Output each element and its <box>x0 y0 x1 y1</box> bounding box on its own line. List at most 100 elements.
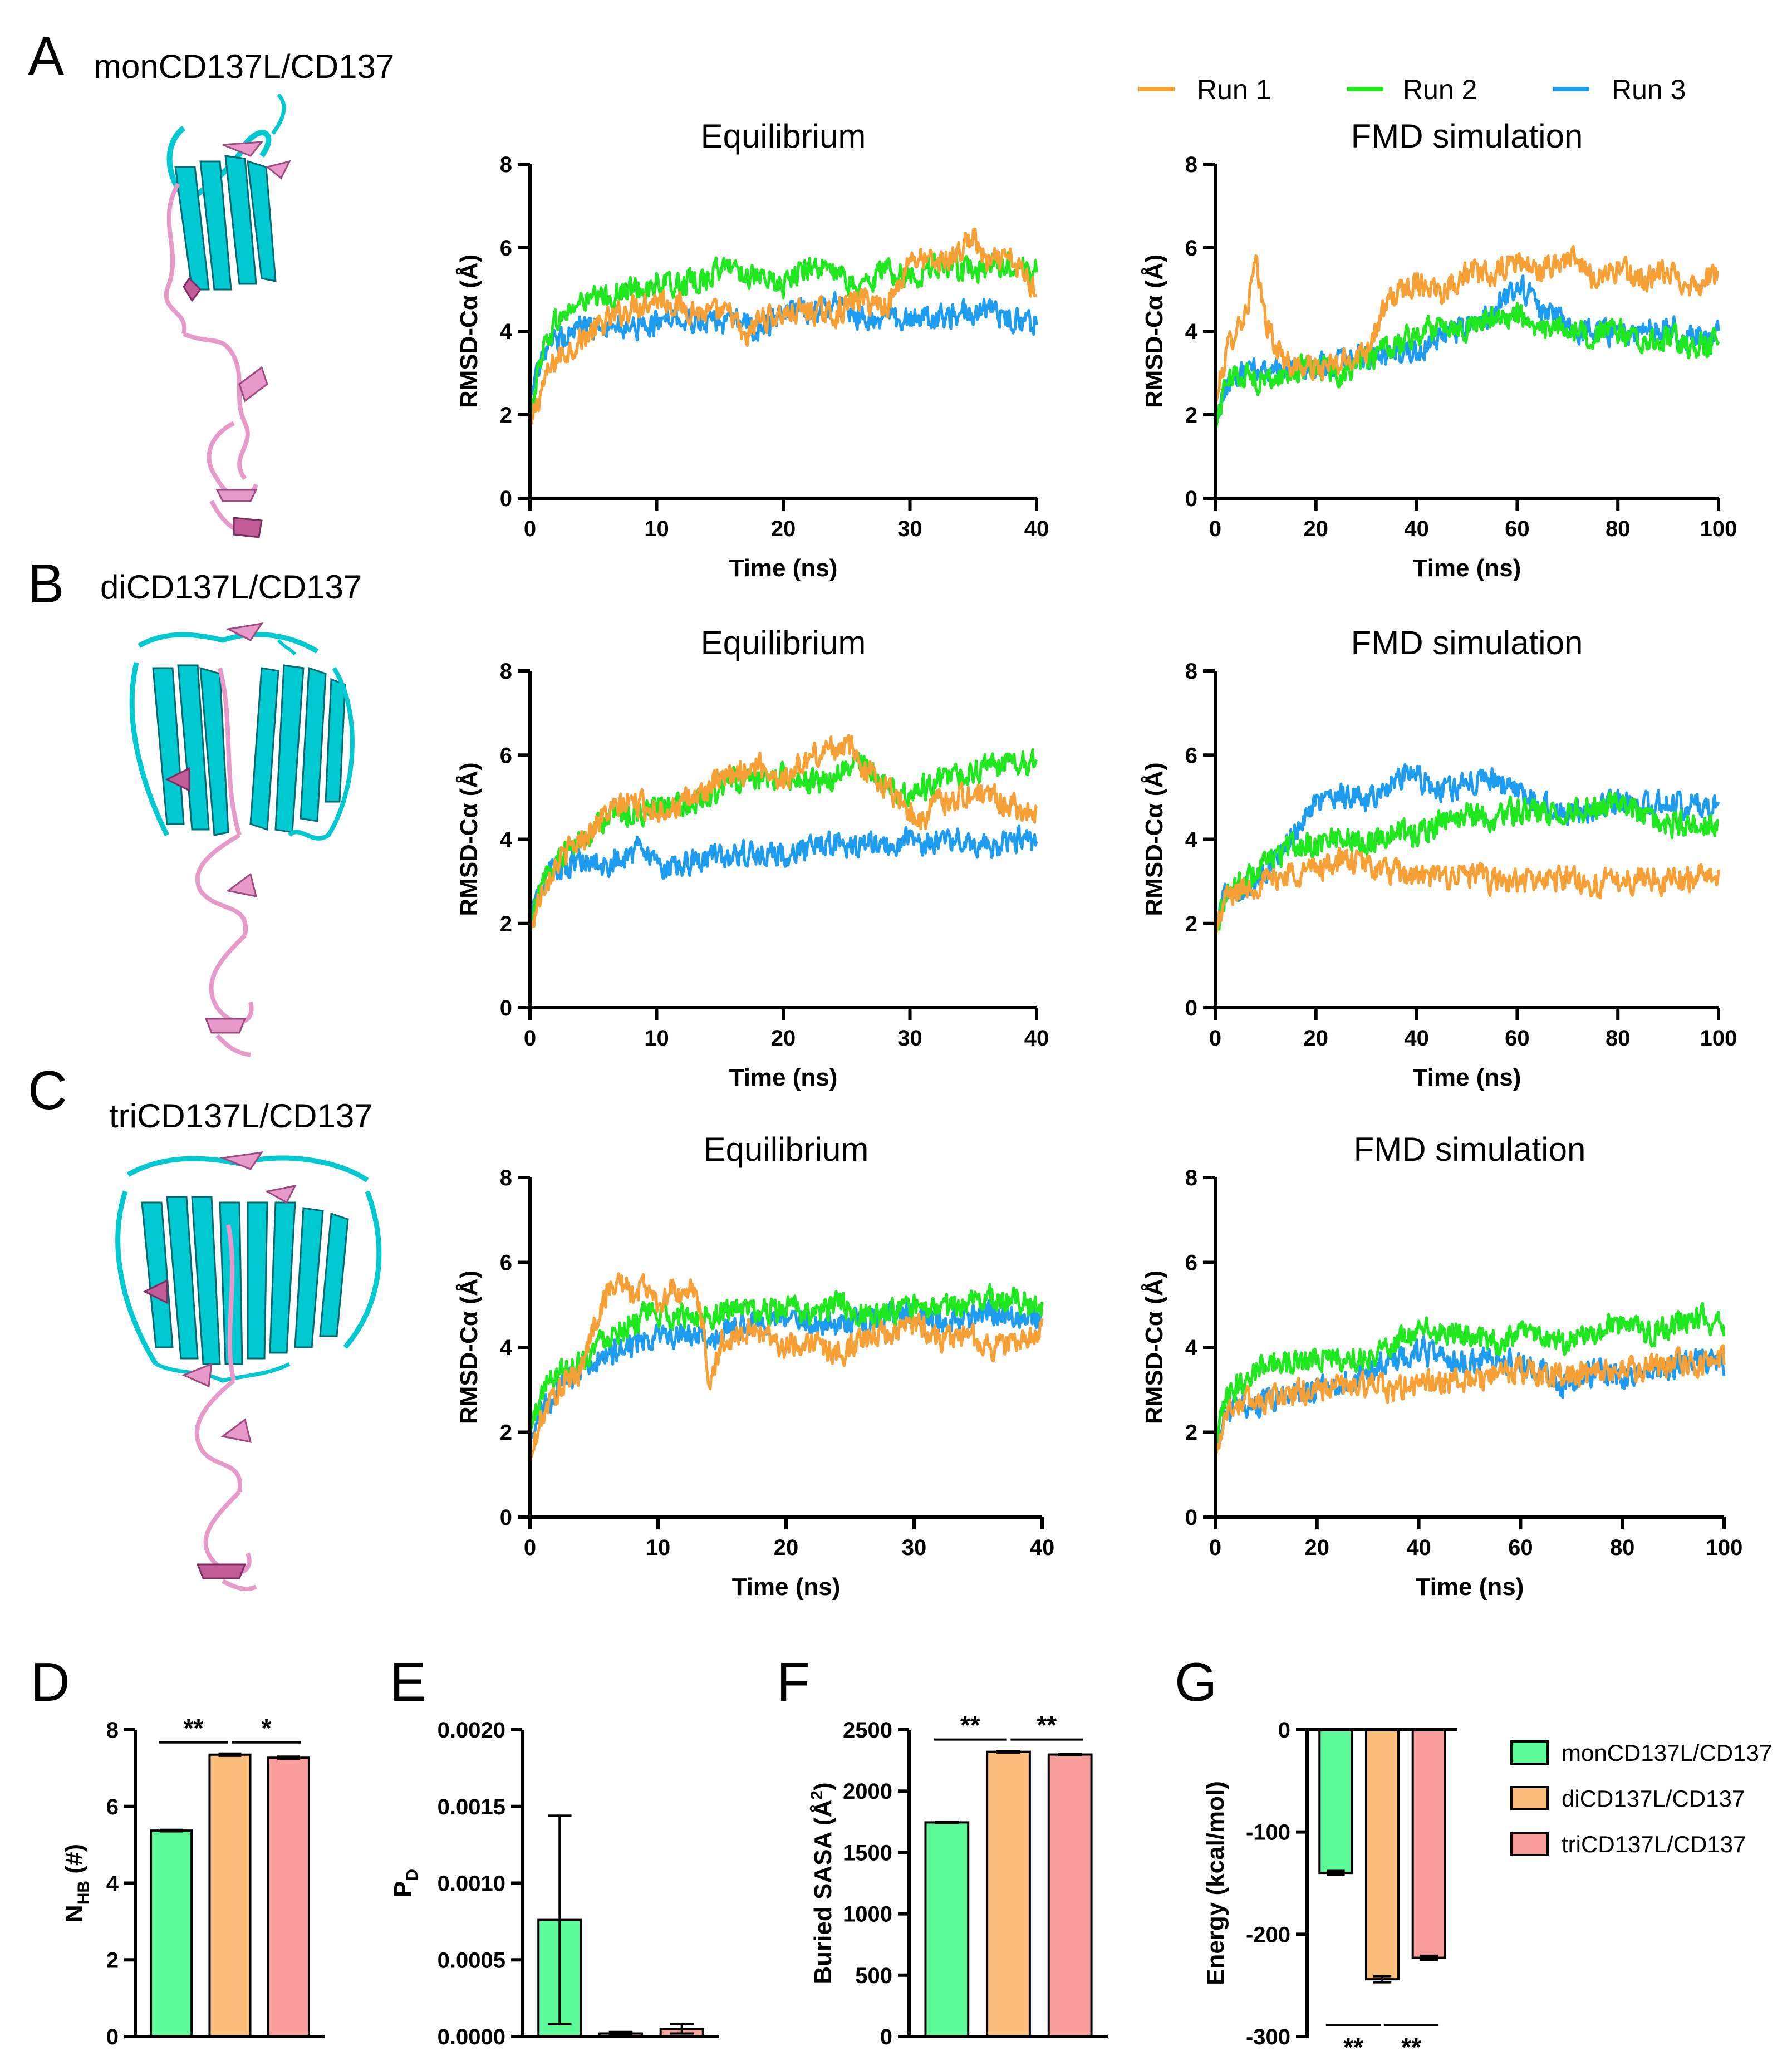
y-tick-label: 4 <box>500 1336 513 1360</box>
y-tick-label: 8 <box>106 1718 119 1743</box>
structure-label-b: diCD137L/CD137 <box>100 568 362 606</box>
y-axis-title: RMSD-Cα (Å) <box>455 254 483 408</box>
panel-letter-f: F <box>777 1651 810 1712</box>
chart-title: Equilibrium <box>701 624 866 661</box>
legend-swatch-tri <box>1510 1832 1549 1856</box>
panel-letter-e: E <box>390 1651 426 1712</box>
series-run-1 <box>528 1272 1044 1463</box>
legend-label-run-2: Run 2 <box>1403 74 1477 105</box>
x-tick-label: 0 <box>524 1535 536 1560</box>
structure-label-c: triCD137L/CD137 <box>109 1097 373 1135</box>
y-axis-title-suffix: (#) <box>61 1844 88 1881</box>
series-run-2 <box>1214 791 1720 933</box>
y-tick-label: 2500 <box>843 1718 892 1743</box>
x-tick-label: 60 <box>1505 517 1530 541</box>
x-tick-label: 100 <box>1700 1026 1737 1051</box>
series-run-3 <box>1214 763 1720 929</box>
run-legend: Run 1 Run 2 Run 3 <box>1138 74 1686 105</box>
y-tick-label: 1500 <box>843 1841 892 1865</box>
bar <box>986 1750 1031 2038</box>
x-tick-label: 0 <box>524 1026 536 1051</box>
bar <box>267 1756 310 2038</box>
chart-title: FMD simulation <box>1351 624 1583 661</box>
x-tick-label: 0 <box>1209 1026 1221 1051</box>
bar <box>150 1829 193 2038</box>
series-run-1 <box>1214 846 1720 937</box>
chart-title: FMD simulation <box>1354 1131 1586 1168</box>
y-tick-label: 2 <box>1185 1421 1197 1445</box>
series-run-2 <box>528 1283 1044 1433</box>
y-tick-label: 0 <box>500 996 512 1020</box>
chart-title: FMD simulation <box>1351 117 1583 155</box>
legend-swatch-di <box>1510 1786 1549 1810</box>
y-tick-label: 0 <box>500 487 512 511</box>
chart-title: Equilibrium <box>704 1131 869 1168</box>
x-tick-label: 40 <box>1024 517 1049 541</box>
significance-label: ** <box>1037 1711 1057 1740</box>
y-tick-label: 0 <box>1278 1718 1290 1743</box>
series-run-3 <box>528 291 1038 399</box>
x-tick-label: 30 <box>897 1026 922 1051</box>
x-tick-label: 80 <box>1606 1026 1631 1051</box>
y-axis-title: NHB (#) <box>61 1844 93 1922</box>
x-axis-title: Time (ns) <box>729 1064 838 1091</box>
protein-ribbon-icon <box>115 1151 382 1592</box>
significance-label: ** <box>1343 2033 1363 2056</box>
x-tick-label: 100 <box>1700 517 1737 541</box>
y-axis-title-sub: D <box>403 1869 421 1881</box>
y-axis-title: RMSD-Cα (Å) <box>455 762 483 916</box>
y-tick-label: 4 <box>1185 320 1198 344</box>
y-tick-label: -100 <box>1246 1821 1290 1845</box>
x-axis-title: Time (ns) <box>729 555 838 582</box>
significance-label: ** <box>184 1714 204 1743</box>
panel-letter-d: D <box>31 1651 70 1712</box>
series-run-3 <box>528 824 1038 916</box>
y-tick-label: 2 <box>1185 403 1197 428</box>
legend-label-tri: triCD137L/CD137 <box>1562 1831 1746 1857</box>
y-tick-label: 2 <box>106 1948 119 1972</box>
series-run-1 <box>1214 1344 1726 1458</box>
y-tick-label: 0 <box>500 1505 512 1530</box>
y-tick-label: 1000 <box>843 1902 892 1927</box>
y-tick-label: 2 <box>500 1421 512 1445</box>
x-tick-label: 0 <box>1209 1535 1221 1560</box>
x-tick-label: 80 <box>1610 1535 1635 1560</box>
x-tick-label: 80 <box>1606 517 1631 541</box>
x-tick-label: 100 <box>1706 1535 1743 1560</box>
x-tick-label: 20 <box>771 517 796 541</box>
protein-ribbon-icon <box>129 622 355 1057</box>
y-axis-title: RMSD-Cα (Å) <box>455 1270 483 1424</box>
chart-title: Equilibrium <box>701 117 866 155</box>
bar <box>208 1753 252 2038</box>
y-axis-title-main: Energy (kcal/mol) <box>1202 1781 1229 1985</box>
y-tick-label: 0 <box>1185 1505 1197 1530</box>
legend-label-mon: monCD137L/CD137 <box>1562 1740 1772 1766</box>
y-tick-label: 4 <box>500 828 513 852</box>
y-tick-label: 0 <box>1185 996 1197 1020</box>
x-tick-label: 10 <box>646 1535 671 1560</box>
series-run-1 <box>528 227 1037 428</box>
series-run-2 <box>528 251 1038 415</box>
y-tick-label: -200 <box>1246 1922 1290 1947</box>
legend-label-run-3: Run 3 <box>1612 74 1686 105</box>
legend-swatch-mon <box>1510 1740 1549 1765</box>
y-axis-title: Buried SASA (Å2) <box>808 1782 837 1984</box>
group-legend: monCD137L/CD137 diCD137L/CD137 triCD137L… <box>1510 1740 1772 1857</box>
protein-ribbon-icon <box>164 93 291 538</box>
y-axis-title-sup: 2 <box>808 1790 826 1800</box>
chart-c-eq: Equilibrium 0 2 4 6 8 0 10 20 30 40 Time (ns) RMSD-C… <box>455 1131 1054 1601</box>
x-axis-title: Time (ns) <box>1413 555 1521 582</box>
series-run-3 <box>528 1299 1044 1441</box>
y-axis-title: RMSD-Cα (Å) <box>1141 254 1168 408</box>
chart-e: 0.0000 0.0005 0.0010 0.0015 0.0020 PD <box>389 1718 719 2049</box>
x-tick-label: 20 <box>1304 517 1329 541</box>
y-tick-label: 2 <box>500 912 512 936</box>
y-tick-label: 6 <box>500 743 512 768</box>
panel-letter-b: B <box>28 553 64 614</box>
x-tick-label: 60 <box>1505 1026 1530 1051</box>
